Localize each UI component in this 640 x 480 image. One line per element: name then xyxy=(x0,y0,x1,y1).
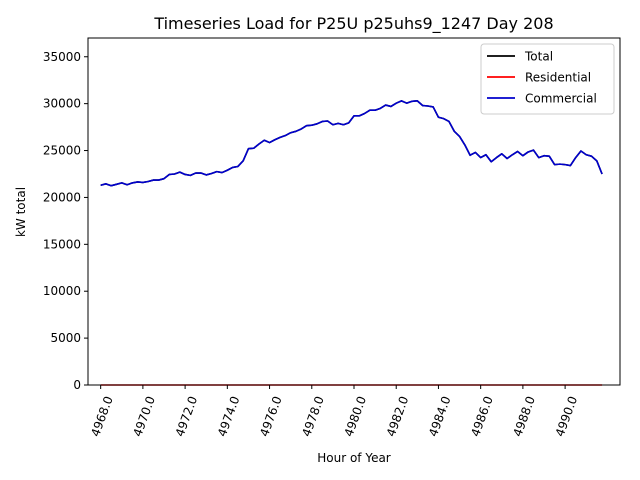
y-tick-label: 30000 xyxy=(43,97,81,111)
legend-entries: Total Residential Commercial xyxy=(487,50,597,106)
y-ticks: 0 5000 10000 15000 20000 25000 30000 35000 xyxy=(43,50,88,392)
y-axis-label: kW total xyxy=(14,187,28,237)
y-tick-label: 15000 xyxy=(43,237,81,251)
chart-title: Timeseries Load for P25U p25uhs9_1247 Da… xyxy=(153,14,553,34)
legend-box xyxy=(480,43,615,115)
x-axis-label: Hour of Year xyxy=(317,451,391,465)
legend: Total Residential Commercial xyxy=(480,43,615,115)
series-line-commercial xyxy=(100,100,603,187)
y-tick-label: 0 xyxy=(73,378,81,392)
y-tick-label: 5000 xyxy=(50,331,81,345)
y-tick-label: 35000 xyxy=(43,50,81,64)
y-tick-label: 10000 xyxy=(43,284,81,298)
y-tick-label: 25000 xyxy=(43,144,81,158)
legend-label-commercial: Commercial xyxy=(525,92,597,106)
y-tick-label: 20000 xyxy=(43,190,81,204)
legend-label-total: Total xyxy=(524,50,553,64)
legend-label-residential: Residential xyxy=(525,71,591,85)
